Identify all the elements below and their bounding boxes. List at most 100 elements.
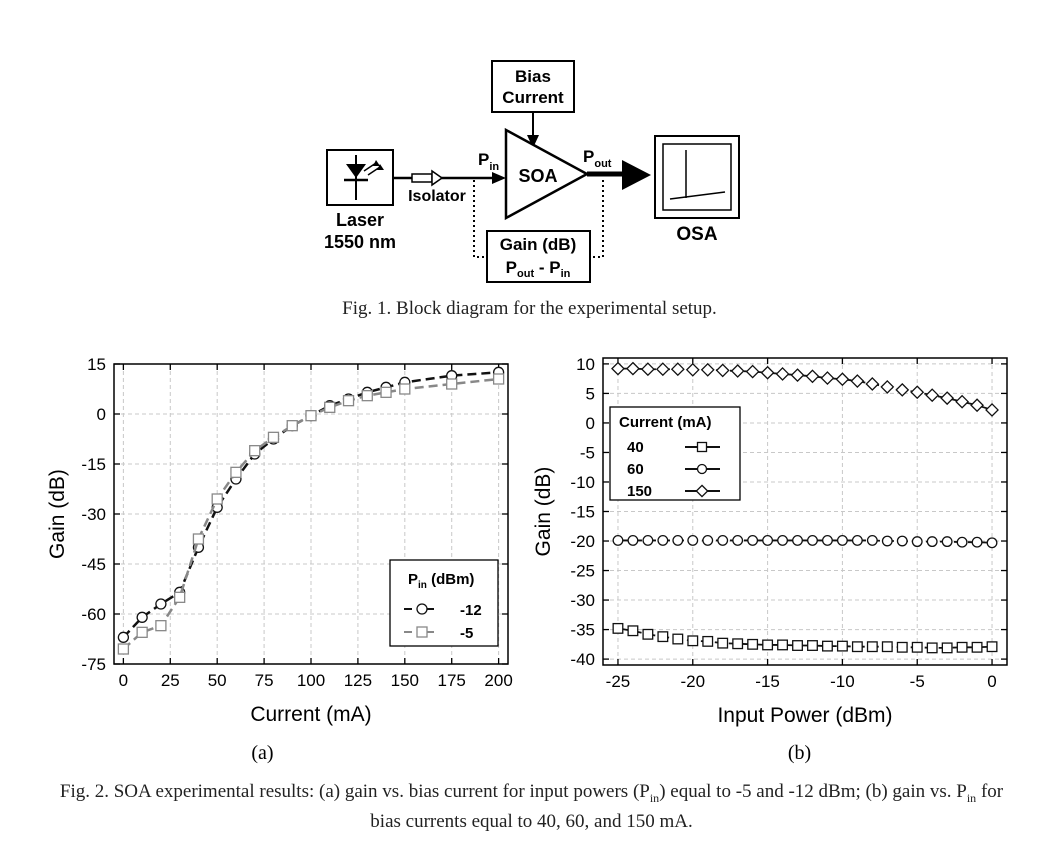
legend-label: -12 [460, 602, 482, 619]
data-point [642, 534, 654, 546]
x-tick-label: -5 [910, 672, 925, 691]
data-point [821, 640, 833, 652]
legend-marker [696, 441, 708, 453]
data-point [970, 398, 984, 413]
x-tick-label: -15 [755, 672, 780, 691]
data-point [941, 642, 953, 654]
x-axis-title: Input Power (dBm) [717, 704, 892, 727]
data-point [702, 534, 714, 546]
data-point [971, 641, 983, 653]
y-tick-label: 15 [87, 355, 106, 374]
data-point [986, 537, 998, 549]
y-tick-label: 0 [97, 405, 106, 424]
data-point [985, 403, 999, 417]
data-point [956, 536, 968, 548]
soa-triangle [504, 127, 590, 221]
isolator-icon [411, 169, 444, 187]
data-point [717, 637, 729, 649]
data-point [910, 385, 925, 400]
series-line [617, 367, 993, 411]
data-point [672, 633, 684, 645]
input-arrow-head [492, 172, 506, 184]
x-tick-label: 0 [119, 671, 128, 690]
data-point [956, 641, 968, 653]
laser-box [326, 149, 394, 206]
data-point [777, 534, 789, 546]
legend-title: Pin (dBm) [408, 571, 474, 591]
data-point [792, 640, 803, 651]
y-tick-label: 5 [586, 384, 595, 403]
x-tick-label: 150 [391, 671, 419, 690]
y-tick-label: -30 [81, 505, 106, 524]
gain-box-title: Gain (dB) [500, 235, 577, 254]
data-point [821, 534, 833, 546]
legend-title: Current (mA) [619, 414, 712, 431]
data-point [732, 534, 744, 546]
data-point [305, 410, 317, 422]
y-tick-label: -35 [570, 621, 595, 640]
y-tick-label: -20 [570, 532, 595, 551]
data-point [670, 362, 685, 377]
figure2-caption: Fig. 2. SOA experimental results: (a) ga… [14, 780, 1049, 834]
data-point [717, 534, 729, 546]
data-point [730, 364, 745, 378]
data-point [941, 536, 953, 548]
chart-a: 0 25 50 75 100 125 150 175 200150-15-30-45-60-75… [46, 355, 513, 726]
pout-tap-line [590, 180, 604, 258]
block-diagram: Bias Current SOA Laser 1550 nm Isolator … [324, 60, 740, 283]
series-40 [612, 622, 998, 654]
data-point [880, 380, 895, 394]
data-point [192, 533, 205, 545]
figure2-caption-sub1: in [649, 790, 660, 805]
data-point [361, 390, 373, 402]
y-tick-label: -30 [570, 591, 595, 610]
data-point [174, 591, 186, 603]
data-point [672, 534, 684, 546]
laser-label-line1: Laser [336, 210, 384, 230]
data-point [136, 611, 148, 623]
y-tick-label: -15 [570, 503, 595, 522]
output-arrow-head [622, 160, 651, 190]
data-point [866, 641, 878, 653]
series-150 [611, 361, 999, 417]
legend-label: 150 [627, 483, 652, 500]
data-point [820, 371, 835, 385]
figure1-caption: Fig. 1. Block diagram for the experiment… [342, 298, 717, 319]
data-point [986, 641, 998, 653]
data-point [850, 374, 865, 388]
y-axis-title: Gain (dB) [532, 467, 555, 557]
x-tick-label: 25 [161, 671, 180, 690]
data-point [267, 431, 280, 443]
data-point [792, 534, 803, 546]
data-point [851, 641, 863, 653]
y-tick-label: -10 [570, 473, 595, 492]
x-tick-label: -10 [830, 672, 855, 691]
y-tick-label: -60 [81, 605, 106, 624]
data-point [117, 631, 130, 643]
data-point [926, 536, 938, 548]
laser-diode-icon [344, 155, 384, 200]
y-tick-label: 0 [586, 414, 595, 433]
data-point [807, 640, 818, 651]
y-tick-label: -75 [81, 655, 106, 674]
y-tick-label: -15 [81, 455, 106, 474]
figure2-caption-part2: ) equal to -5 and -12 dBm; (b) gain vs. … [659, 781, 967, 802]
data-point [925, 388, 940, 403]
data-point [745, 364, 760, 379]
legend-marker [696, 463, 708, 475]
legend-label: 60 [627, 461, 644, 478]
panel-b-label: (b) [787, 742, 812, 764]
x-tick-label: 100 [297, 671, 325, 690]
data-point [655, 362, 670, 377]
y-tick-label: -5 [580, 443, 595, 462]
data-point [492, 373, 505, 385]
data-point [896, 641, 908, 653]
data-point [865, 377, 880, 391]
laser-label-line2: 1550 nm [324, 232, 396, 252]
data-point [760, 365, 775, 380]
osa-label: OSA [676, 224, 717, 245]
data-point [851, 534, 863, 546]
data-point [971, 536, 983, 548]
data-point [687, 534, 699, 546]
data-point [926, 642, 938, 654]
